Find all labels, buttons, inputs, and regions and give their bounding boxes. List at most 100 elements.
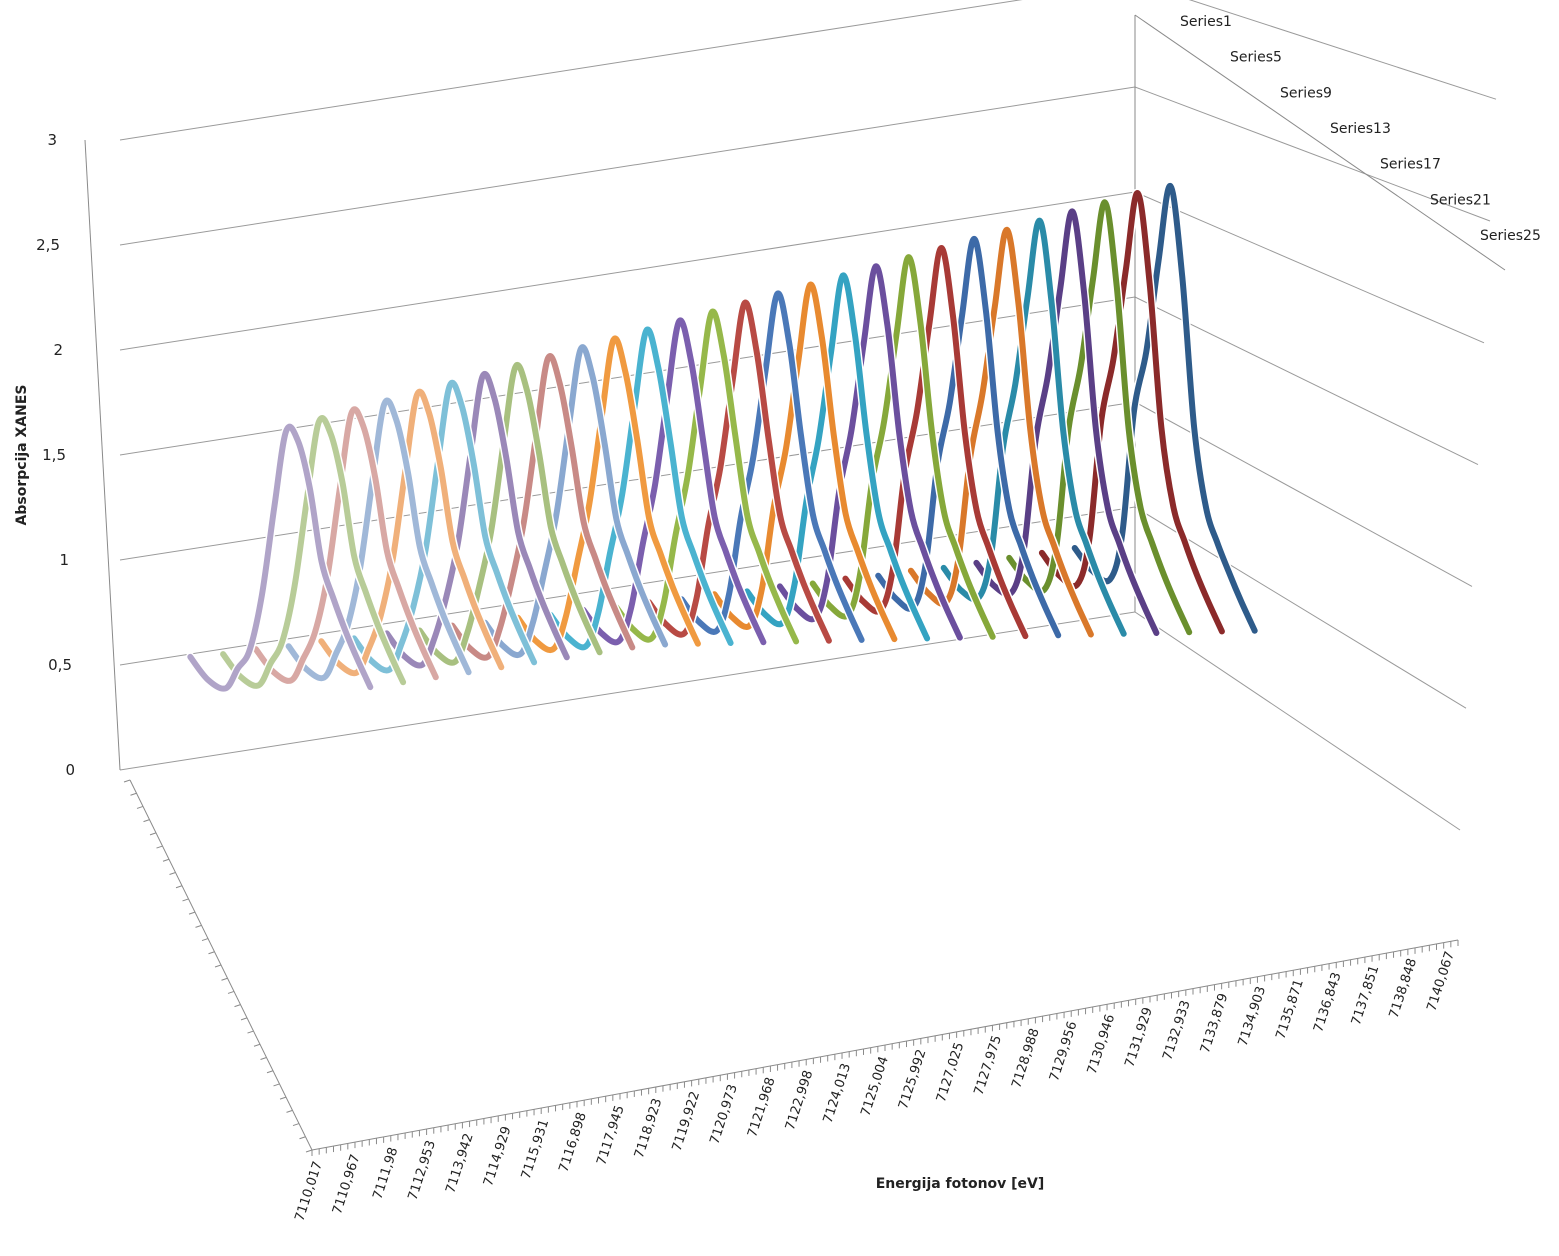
depth-series-label: Series25 — [1480, 228, 1541, 244]
gridline-side-wall — [1188, 0, 1497, 100]
depth-tick — [208, 951, 215, 955]
x-tick-label: 7128,988 — [1009, 1027, 1042, 1091]
x-tick-label: 7131,929 — [1122, 1006, 1155, 1070]
series-line — [1038, 190, 1225, 635]
depth-series-label: Series5 — [1230, 50, 1282, 66]
gridline-side-wall — [1134, 401, 1473, 587]
depth-tick — [266, 1070, 274, 1074]
depth-tick — [156, 845, 163, 849]
series-line — [940, 217, 1127, 637]
chart-series — [185, 181, 1260, 694]
series-line — [285, 397, 472, 682]
depth-tick — [130, 792, 137, 796]
x-tick-label: 7110,967 — [330, 1153, 363, 1217]
depth-tick — [182, 898, 189, 902]
x-tick-label: 7113,942 — [443, 1132, 476, 1196]
depth-tick — [227, 990, 235, 994]
series-line — [252, 406, 439, 684]
depth-tick — [299, 1136, 306, 1140]
depth-tick — [292, 1123, 300, 1127]
x-tick-label: 7140,067 — [1424, 950, 1457, 1014]
y-axis-title: Absorpcija XANES — [14, 385, 30, 526]
x-tick-label: 7120,973 — [707, 1083, 740, 1147]
x-tick-label: 7130,946 — [1085, 1013, 1118, 1077]
x-tick-label: 7127,975 — [972, 1034, 1005, 1098]
depth-tick — [214, 964, 222, 968]
x-tick-label: 7133,879 — [1198, 992, 1231, 1056]
series-line — [973, 208, 1160, 636]
x-tick-label: 7114,929 — [481, 1125, 514, 1189]
depth-tick — [149, 832, 157, 836]
depth-tick — [279, 1096, 287, 1100]
x-tick-label: 7132,933 — [1160, 999, 1193, 1063]
series-line — [875, 235, 1062, 639]
depth-series-label: Series21 — [1430, 192, 1491, 208]
y-tick-label: 2 — [53, 341, 63, 359]
y-axis-ticks: 0 0,5 1 1,5 2 2,5 3 — [36, 131, 75, 779]
depth-tick — [234, 1004, 241, 1008]
depth-tick — [123, 779, 131, 783]
gridline-back-wall — [119, 0, 1023, 141]
depth-tick — [240, 1017, 248, 1021]
series-line — [187, 423, 374, 692]
depth-tick — [136, 805, 144, 809]
series-line — [220, 415, 407, 689]
depth-tick — [143, 819, 150, 823]
depth-axis-top-edge — [1134, 14, 1506, 271]
x-tick-label: 7116,898 — [556, 1111, 589, 1175]
x-tick-label: 7137,851 — [1349, 964, 1382, 1028]
series-line — [1006, 199, 1193, 636]
depth-tick — [221, 977, 228, 981]
x-tick-label: 7135,871 — [1273, 978, 1306, 1042]
x-tick-label: 7117,945 — [594, 1104, 627, 1168]
x-tick-label: 7125,004 — [858, 1055, 891, 1119]
series-line — [776, 263, 963, 641]
x-tick-label: 7136,843 — [1311, 971, 1344, 1035]
x-tick-label: 7127,025 — [934, 1041, 967, 1105]
y-tick-label: 2,5 — [36, 236, 60, 254]
x-axis-title: Energija fotonov [eV] — [876, 1176, 1045, 1192]
depth-tick — [162, 858, 170, 862]
gridline-back-wall — [119, 86, 1136, 246]
depth-tick — [169, 872, 176, 875]
y-tick-label: 3 — [47, 131, 57, 149]
y-tick-label: 0 — [65, 761, 75, 779]
depth-series-label: Series9 — [1280, 85, 1332, 101]
depth-tick — [247, 1030, 254, 1034]
x-tick-label: 7118,923 — [632, 1097, 665, 1161]
x-tick-label: 7121,968 — [745, 1076, 778, 1140]
series-line — [744, 272, 931, 642]
depth-tick — [305, 1149, 313, 1153]
x-tick-label: 7134,903 — [1236, 985, 1269, 1049]
depth-tick — [253, 1043, 261, 1047]
depth-tick — [286, 1109, 293, 1113]
gridline-side-wall — [1134, 86, 1491, 222]
depth-series-label: Series1 — [1180, 14, 1232, 30]
x-tick-label: 7119,922 — [670, 1090, 703, 1154]
chart-gridlines — [119, 0, 1497, 831]
y-tick-label: 0,5 — [48, 656, 72, 674]
x-tick-label: 7122,998 — [783, 1069, 816, 1133]
y-tick-label: 1 — [59, 551, 69, 569]
depth-tick — [201, 938, 209, 942]
x-tick-label: 7124,013 — [821, 1062, 854, 1126]
x-tick-label: 7125,992 — [896, 1048, 929, 1112]
gridline-back-wall — [119, 191, 1136, 351]
x-tick-label: 7129,956 — [1047, 1020, 1080, 1084]
series-line — [711, 281, 898, 643]
x-tick-label: 7138,848 — [1387, 957, 1420, 1021]
x-tick-label: 7110,017 — [292, 1160, 325, 1224]
depth-tick — [175, 885, 183, 889]
depth-series-label: Series13 — [1330, 121, 1391, 137]
gridline-side-wall — [1134, 296, 1479, 466]
depth-tick — [188, 911, 196, 915]
depth-tick — [273, 1083, 280, 1087]
series-line — [1071, 182, 1258, 634]
depth-axis-labels: Series1 Series5 Series9 Series13 Series17 Ser… — [1134, 14, 1541, 271]
y-tick-label: 1,5 — [42, 446, 66, 464]
series-line — [809, 254, 996, 640]
gridline-side-wall — [1134, 191, 1485, 344]
depth-tick — [195, 924, 202, 928]
x-tick-label: 7115,931 — [519, 1118, 552, 1182]
